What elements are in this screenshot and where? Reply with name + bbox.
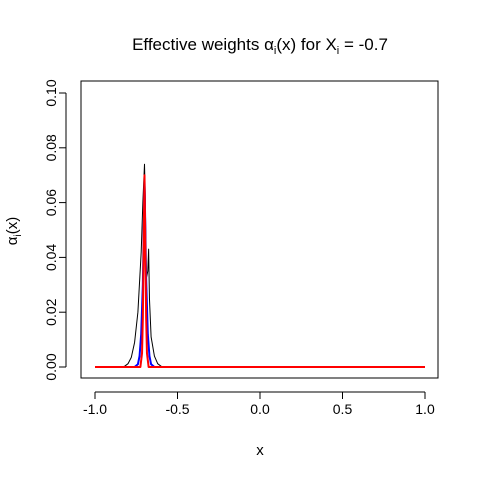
y-tick-label: 0.04: [43, 244, 59, 271]
y-axis: 0.00 0.02 0.04 0.06 0.08 0.10: [43, 79, 67, 381]
y-tick-label: 0.00: [43, 353, 59, 380]
y-axis-label: αi(x): [4, 217, 24, 245]
x-tick-label: -1.0: [83, 401, 107, 417]
y-tick-label: 0.08: [43, 134, 59, 161]
x-tick-label: 0.0: [250, 401, 270, 417]
x-tick-label: 1.0: [415, 401, 435, 417]
x-tick-label: -0.5: [165, 401, 189, 417]
y-tick-label: 0.02: [43, 298, 59, 325]
x-axis: -1.0 -0.5 0.0 0.5 1.0: [83, 391, 435, 417]
y-tick-label: 0.06: [43, 189, 59, 216]
y-tick-label: 0.10: [43, 79, 59, 106]
series-line-3: [95, 174, 425, 368]
plot-frame: [80, 80, 439, 379]
x-tick-label: 0.5: [333, 401, 353, 417]
chart-title: Effective weights αi(x) for Xi = -0.7: [132, 35, 388, 57]
series-layer: [95, 163, 425, 368]
x-axis-label: x: [256, 442, 264, 459]
